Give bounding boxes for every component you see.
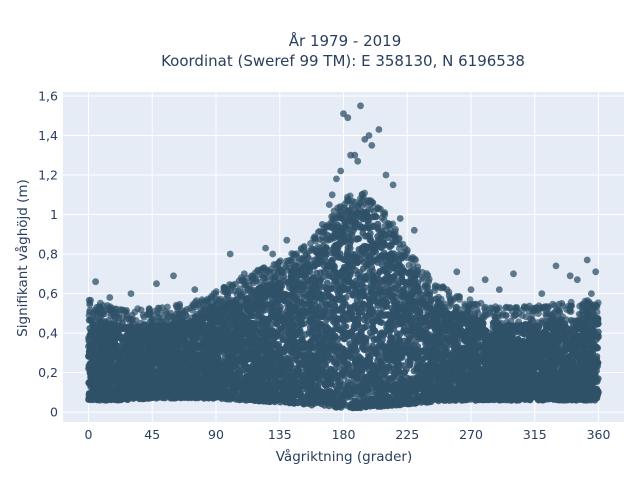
data-point [325,313,332,321]
data-point [340,256,348,264]
data-point [355,235,363,243]
data-point [373,373,381,381]
chart-title-line1: År 1979 - 2019 [289,31,402,50]
data-points [85,102,602,412]
data-point [241,342,248,350]
data-point [393,330,401,337]
data-point [359,229,367,237]
data-point [118,335,125,342]
chart-title-line2: Koordinat (Sweref 99 TM): E 358130, N 61… [161,52,525,70]
